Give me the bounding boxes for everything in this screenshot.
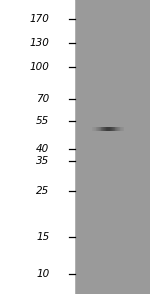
Bar	[95, 127, 96, 131]
Text: 100: 100	[30, 62, 50, 72]
Text: 25: 25	[36, 186, 50, 196]
Bar	[110, 127, 111, 131]
Text: 40: 40	[36, 144, 50, 154]
Bar	[116, 127, 117, 131]
Bar	[93, 127, 94, 131]
Bar	[99, 127, 100, 131]
Bar	[111, 127, 112, 131]
Bar	[117, 127, 118, 131]
Bar	[118, 127, 119, 131]
Bar	[123, 127, 124, 131]
Bar	[107, 127, 108, 131]
Bar	[121, 127, 122, 131]
Bar	[104, 127, 105, 131]
Bar	[119, 127, 120, 131]
Bar	[98, 127, 99, 131]
Bar	[120, 127, 121, 131]
Bar	[102, 127, 103, 131]
Bar	[115, 127, 116, 131]
Bar	[96, 127, 97, 131]
Bar	[113, 127, 114, 131]
Text: 55: 55	[36, 116, 50, 126]
Text: 10: 10	[36, 269, 50, 279]
FancyBboxPatch shape	[75, 0, 150, 294]
Bar	[122, 127, 123, 131]
Bar	[97, 127, 98, 131]
Text: 70: 70	[36, 94, 50, 104]
Bar	[103, 127, 104, 131]
Bar	[106, 127, 107, 131]
Text: 35: 35	[36, 156, 50, 166]
Bar	[108, 127, 109, 131]
Text: 130: 130	[30, 38, 50, 48]
Text: 15: 15	[36, 233, 50, 243]
Bar	[112, 127, 113, 131]
Bar	[101, 127, 102, 131]
Bar	[94, 127, 95, 131]
Text: 170: 170	[30, 14, 50, 24]
Bar	[114, 127, 115, 131]
Bar	[105, 127, 106, 131]
Bar	[109, 127, 110, 131]
Bar	[92, 127, 93, 131]
